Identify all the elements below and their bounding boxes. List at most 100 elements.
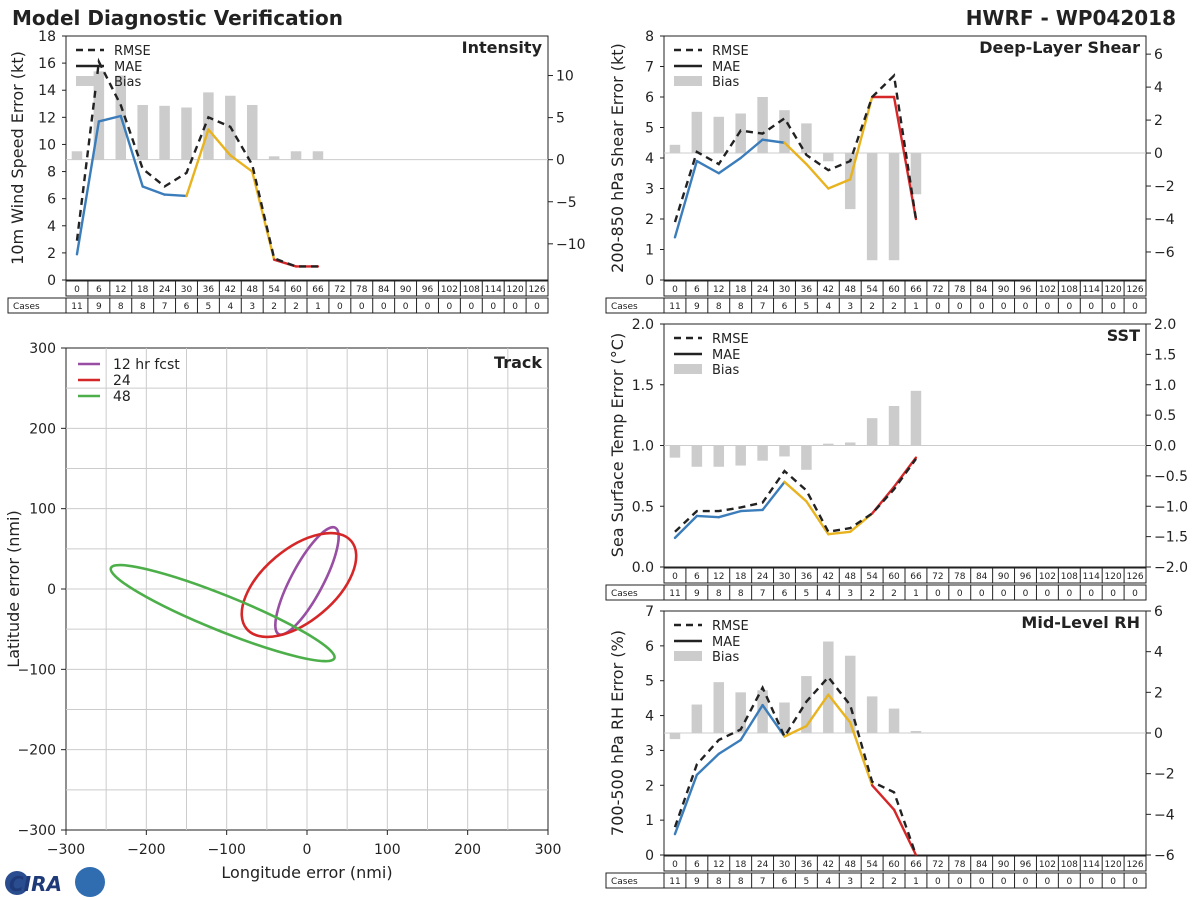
- sst-hour-label: 108: [1061, 572, 1078, 582]
- shear-case-count: 4: [825, 302, 831, 312]
- figure-title: Model Diagnostic Verification: [12, 6, 343, 30]
- rh-hour-label: 42: [823, 860, 834, 870]
- track-legend-label: 48: [113, 389, 131, 405]
- track-x-tick-label: 300: [535, 842, 562, 858]
- rh-hour-label: 0: [672, 860, 678, 870]
- rh-y-tick-label: 0: [645, 848, 654, 864]
- intensity-case-count: 2: [271, 302, 277, 312]
- sst-cases-label: Cases: [611, 589, 638, 599]
- rh-hour-label: 36: [801, 860, 813, 870]
- cira-logo: CIRA: [5, 867, 105, 897]
- shear-case-count: 8: [716, 302, 722, 312]
- track-legend-label: 24: [113, 373, 131, 389]
- sst-bias-bar: [866, 418, 878, 446]
- sst-mae-segment: [739, 508, 764, 513]
- shear-y2-tick-label: 2: [1154, 113, 1163, 129]
- track-y-tick-label: −300: [18, 823, 56, 839]
- sst-case-count: 0: [957, 589, 963, 599]
- sst-hour-label: 114: [1083, 572, 1100, 582]
- shear-rmse-line: [673, 73, 918, 223]
- shear-case-count: 0: [935, 302, 941, 312]
- rh-mae-segment: [717, 738, 742, 756]
- track-y-axis-label: Latitude error (nmi): [4, 510, 23, 667]
- intensity-mae-segment: [97, 114, 122, 123]
- rh-y2-tick-label: 6: [1154, 604, 1163, 620]
- shear-hour-label: 30: [779, 285, 791, 295]
- rh-case-count: 0: [1088, 877, 1094, 887]
- shear-hour-label: 102: [1039, 285, 1056, 295]
- sst-hour-label: 84: [976, 572, 988, 582]
- shear-case-count: 5: [804, 302, 810, 312]
- shear-case-count: 0: [1023, 302, 1029, 312]
- intensity-y-tick-label: 2: [47, 246, 56, 262]
- shear-case-count: 0: [1110, 302, 1116, 312]
- rh-hour-label: 90: [998, 860, 1010, 870]
- sst-case-count: 0: [1066, 589, 1072, 599]
- track-x-tick-label: −200: [127, 842, 165, 858]
- sst-mae-segment: [783, 480, 808, 503]
- sst-case-count: 2: [869, 589, 875, 599]
- sst-case-count: 0: [1045, 589, 1051, 599]
- shear-hour-label: 48: [845, 285, 857, 295]
- intensity-legend-mae-label: MAE: [114, 60, 142, 75]
- rh-case-count: 1: [913, 877, 919, 887]
- track-panel-title: Track: [494, 353, 542, 372]
- shear-mae-segment: [739, 138, 764, 160]
- intensity-y2-tick-label: 10: [556, 69, 574, 85]
- sst-case-count: 0: [1023, 589, 1029, 599]
- intensity-case-count: 0: [403, 302, 409, 312]
- sst-case-count: 11: [669, 589, 680, 599]
- rh-y-tick-label: 2: [645, 778, 654, 794]
- rh-panel-title: Mid-Level RH: [1021, 613, 1140, 632]
- rh-cases-row: [605, 872, 1147, 889]
- intensity-hour-label: 24: [159, 285, 171, 295]
- sst-case-count: 0: [1132, 589, 1138, 599]
- intensity-hour-label: 0: [74, 285, 80, 295]
- sst-hour-label: 54: [866, 572, 878, 582]
- rh-y2-tick-label: 4: [1154, 645, 1163, 661]
- intensity-y-tick-label: 14: [38, 83, 56, 99]
- shear-case-count: 0: [979, 302, 985, 312]
- sst-hour-label: 72: [932, 572, 943, 582]
- intensity-cases-label: Cases: [13, 302, 40, 312]
- intensity-mae-segment: [185, 128, 210, 198]
- shear-bias-bar: [669, 144, 681, 154]
- shear-mae-segment: [849, 95, 874, 181]
- rh-case-count: 11: [669, 877, 680, 887]
- intensity-case-count: 11: [71, 302, 82, 312]
- rh-case-count: 0: [1132, 877, 1138, 887]
- intensity-y2-tick-label: 0: [556, 153, 565, 169]
- intensity-bias-bar: [290, 151, 302, 160]
- rh-case-count: 0: [1066, 877, 1072, 887]
- track-y-tick-label: 300: [29, 341, 56, 357]
- shear-bias-bar: [691, 111, 703, 154]
- shear-y-tick-label: 4: [645, 151, 654, 167]
- sst-hour-label: 6: [694, 572, 700, 582]
- shear-case-count: 0: [1045, 302, 1051, 312]
- shear-case-count: 0: [1088, 302, 1094, 312]
- shear-hour-label: 66: [910, 285, 922, 295]
- shear-bias-bar: [757, 97, 768, 154]
- shear-mae-segment: [695, 159, 720, 175]
- rh-case-count: 5: [804, 877, 810, 887]
- shear-y-tick-label: 7: [645, 60, 654, 76]
- sst-mae-segment: [695, 514, 720, 519]
- rh-y2-tick-label: −4: [1154, 807, 1175, 823]
- sst-y2-tick-label: −1.5: [1154, 530, 1188, 546]
- sst-hour-label: 126: [1126, 572, 1143, 582]
- rh-legend-mae-label: MAE: [712, 635, 740, 650]
- sst-bias-bar: [669, 445, 681, 458]
- track-x-tick-label: −300: [47, 842, 85, 858]
- shear-legend-rmse-label: RMSE: [712, 44, 749, 59]
- shear-y2-tick-label: 4: [1154, 80, 1163, 96]
- shear-y-tick-label: 6: [645, 90, 654, 106]
- shear-case-count: 0: [1066, 302, 1072, 312]
- shear-mae-segment: [761, 138, 786, 144]
- intensity-hour-label: 114: [485, 285, 502, 295]
- rh-case-count: 4: [825, 877, 831, 887]
- rh-case-count: 7: [760, 877, 766, 887]
- intensity-hour-label: 30: [181, 285, 193, 295]
